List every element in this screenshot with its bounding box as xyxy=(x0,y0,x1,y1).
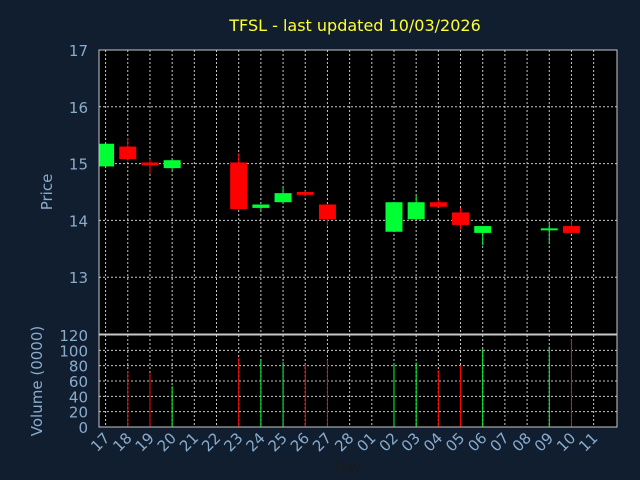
price-plot-area xyxy=(99,50,617,334)
candle-body xyxy=(99,143,115,167)
candle-body xyxy=(385,202,403,232)
candle-body xyxy=(252,204,270,208)
price-tick-label: 16 xyxy=(69,99,88,117)
candle-body xyxy=(474,226,492,233)
candle-body xyxy=(119,146,137,160)
candle-body xyxy=(318,204,336,220)
volume-panel-frame xyxy=(98,334,618,428)
price-tick-label: 15 xyxy=(69,156,88,174)
volume-tick-label: 0 xyxy=(78,419,88,437)
price-tick-label: 13 xyxy=(69,269,88,287)
candle-body xyxy=(429,202,447,207)
volume-plot-area xyxy=(99,335,617,427)
volume-tick-label: 20 xyxy=(69,404,88,422)
volume-tick-label: 100 xyxy=(59,342,88,360)
chart-title: TFSL - last updated 10/03/2026 xyxy=(228,16,481,35)
price-axis-label: Price xyxy=(38,174,56,211)
price-tick-label: 14 xyxy=(69,212,88,230)
candle-body xyxy=(296,192,314,195)
candle-body xyxy=(274,193,292,203)
candle-body xyxy=(163,160,181,169)
price-panel-frame xyxy=(98,49,618,335)
candle-body xyxy=(540,228,558,231)
candle-body xyxy=(562,226,580,233)
price-tick-label: 17 xyxy=(69,42,88,60)
x-tick-label: 11 xyxy=(575,429,601,455)
candle-body xyxy=(407,202,425,220)
volume-tick-label: 120 xyxy=(59,327,88,345)
x-axis-label: Day xyxy=(334,459,362,475)
candle-body xyxy=(230,162,248,210)
volume-tick-label: 40 xyxy=(69,388,88,406)
volume-tick-label: 80 xyxy=(69,358,88,376)
price-candles xyxy=(99,138,580,246)
candle-body xyxy=(452,212,470,225)
volume-tick-label: 60 xyxy=(69,373,88,391)
volume-bars xyxy=(127,338,572,427)
candle-body xyxy=(141,162,159,166)
volume-axis-label: Volume (0000) xyxy=(28,326,46,436)
x-tick-labels: 1718192021222324252627280102030405060708… xyxy=(87,429,601,455)
